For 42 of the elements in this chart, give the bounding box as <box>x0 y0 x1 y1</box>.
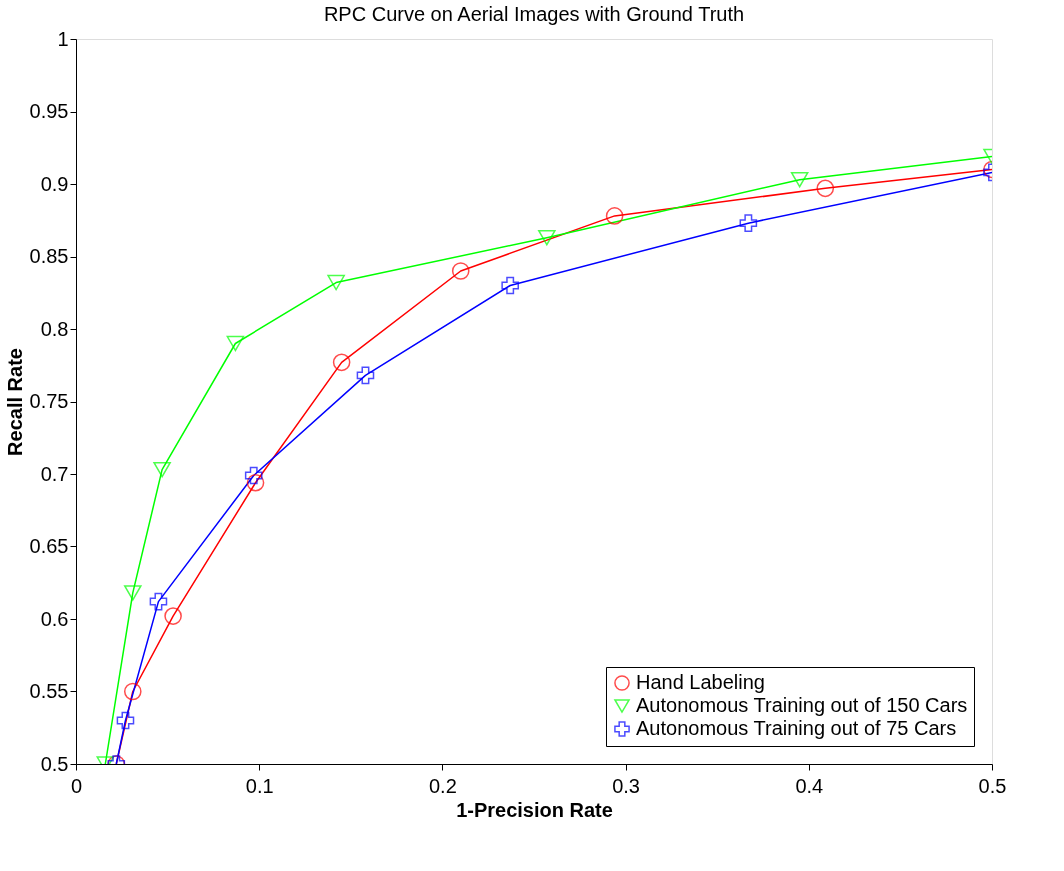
point <box>164 607 182 625</box>
point <box>327 274 345 291</box>
y-tick-label: 0.75 <box>29 390 69 412</box>
x-tick-label: 0.3 <box>612 774 641 797</box>
y-tick-label: 1 <box>57 27 69 50</box>
x-tick-label: 0.4 <box>795 774 824 797</box>
x-tick-label: 0 <box>70 774 83 797</box>
point <box>605 207 624 225</box>
y-tick-label: 0.55 <box>29 680 69 702</box>
point <box>501 276 519 295</box>
point <box>153 461 171 478</box>
y-axis-title: Recall Rate <box>3 348 26 456</box>
point <box>226 335 245 352</box>
point <box>116 711 135 730</box>
y-tick-label: 0.85 <box>29 245 69 267</box>
point <box>332 353 351 372</box>
legend-label: Autonomous Training out of 150 Cars <box>636 694 968 716</box>
legend-label: Autonomous Training out of 75 Cars <box>636 717 957 739</box>
point <box>538 229 556 246</box>
point <box>244 466 263 485</box>
point <box>246 473 265 492</box>
point <box>451 262 470 280</box>
point <box>123 585 142 601</box>
point <box>790 171 809 188</box>
y-tick-label: 0.7 <box>40 462 69 485</box>
y-tick-label: 0.9 <box>40 172 69 195</box>
x-tick-label: 0.2 <box>428 774 457 797</box>
point <box>739 214 758 232</box>
y-tick-label: 0.6 <box>40 607 69 630</box>
y-tick-label: 0.95 <box>29 100 69 122</box>
point <box>816 179 835 198</box>
x-tick-label: 0.1 <box>245 774 274 797</box>
chart-title: RPC Curve on Aerial Images with Ground Truth <box>323 3 745 25</box>
x-axis-title: 1-Precision Rate <box>456 798 613 821</box>
point <box>356 366 375 385</box>
y-tick-label: 0.8 <box>40 317 69 340</box>
x-tick-label: 0.5 <box>978 774 1007 797</box>
legend-label: Hand Labeling <box>636 671 765 693</box>
point <box>149 592 168 611</box>
y-tick-label: 0.65 <box>29 535 69 557</box>
y-tick-label: 0.5 <box>40 752 69 775</box>
point <box>123 682 142 701</box>
